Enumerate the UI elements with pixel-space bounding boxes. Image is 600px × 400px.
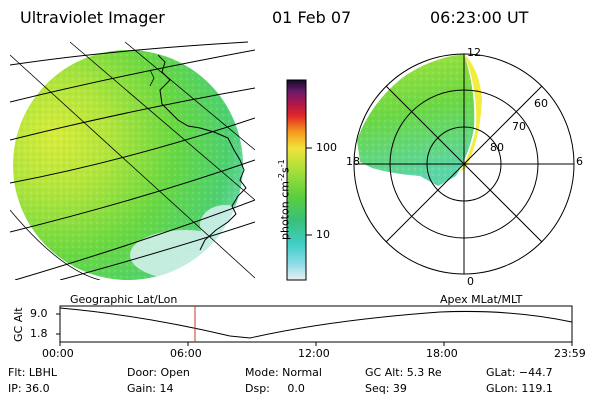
colorbar-gradient <box>286 79 307 281</box>
mlt-label-0: 0 <box>467 275 474 288</box>
colorbar <box>286 79 312 281</box>
timeline-x-tick-0600: 06:00 <box>170 347 202 360</box>
colorbar-unit-label: photon cm-2s-1 <box>277 159 292 240</box>
polar-plot <box>353 53 575 275</box>
glon-label: GLon: 119.1 <box>486 382 553 395</box>
mlt-label-18: 18 <box>346 155 360 168</box>
unit-s: s <box>278 167 292 174</box>
filter-label: Flt: LBHL <box>8 366 57 379</box>
timeline-y-tick-high: 9.0 <box>30 307 48 320</box>
earth-image-panel <box>10 41 255 280</box>
mlt-label-12: 12 <box>467 46 481 59</box>
colorbar-tick-100: 100 <box>316 141 337 154</box>
polar-grid <box>353 53 575 275</box>
seq-label: Seq: 39 <box>365 382 407 395</box>
glat-label: GLat: −44.7 <box>486 366 553 379</box>
timeline-x-tick-1800: 18:00 <box>426 347 458 360</box>
ip-label: IP: 36.0 <box>8 382 50 395</box>
dsp-label: Dsp: 0.0 <box>245 382 305 395</box>
colorbar-tick-10: 10 <box>316 228 330 241</box>
gc-alt-label: GC Alt: 5.3 Re <box>365 366 442 379</box>
date-label: 01 Feb 07 <box>272 8 352 27</box>
lat-label-70: 70 <box>512 120 526 133</box>
timeline-x-tick-2359: 23:59 <box>554 347 586 360</box>
timeline-x-tick-0000: 00:00 <box>42 347 74 360</box>
unit-s-exp: -1 <box>277 159 286 168</box>
coastline <box>157 54 247 251</box>
mlt-label-6: 6 <box>576 155 583 168</box>
time-label: 06:23:00 UT <box>430 8 529 27</box>
lat-label-60: 60 <box>534 97 548 110</box>
unit-photon: photon cm <box>278 181 292 240</box>
timeline-y-axis-label: GC Alt <box>12 307 25 342</box>
instrument-title: Ultraviolet Imager <box>20 8 165 27</box>
timeline-x-tick-1200: 12:00 <box>298 347 330 360</box>
unit-exp: -2 <box>277 173 286 182</box>
lat-label-80: 80 <box>490 141 504 154</box>
timeline-left-title: Geographic Lat/Lon <box>70 293 178 306</box>
timeline <box>56 305 573 346</box>
latlon-grid <box>10 41 255 280</box>
door-label: Door: Open <box>127 366 190 379</box>
timeline-y-tick-low: 1.8 <box>30 327 48 340</box>
gc-alt-curve <box>59 307 573 339</box>
mode-label: Mode: Normal <box>245 366 322 379</box>
gain-label: Gain: 14 <box>127 382 174 395</box>
timeline-right-title: Apex MLat/MLT <box>440 293 523 306</box>
